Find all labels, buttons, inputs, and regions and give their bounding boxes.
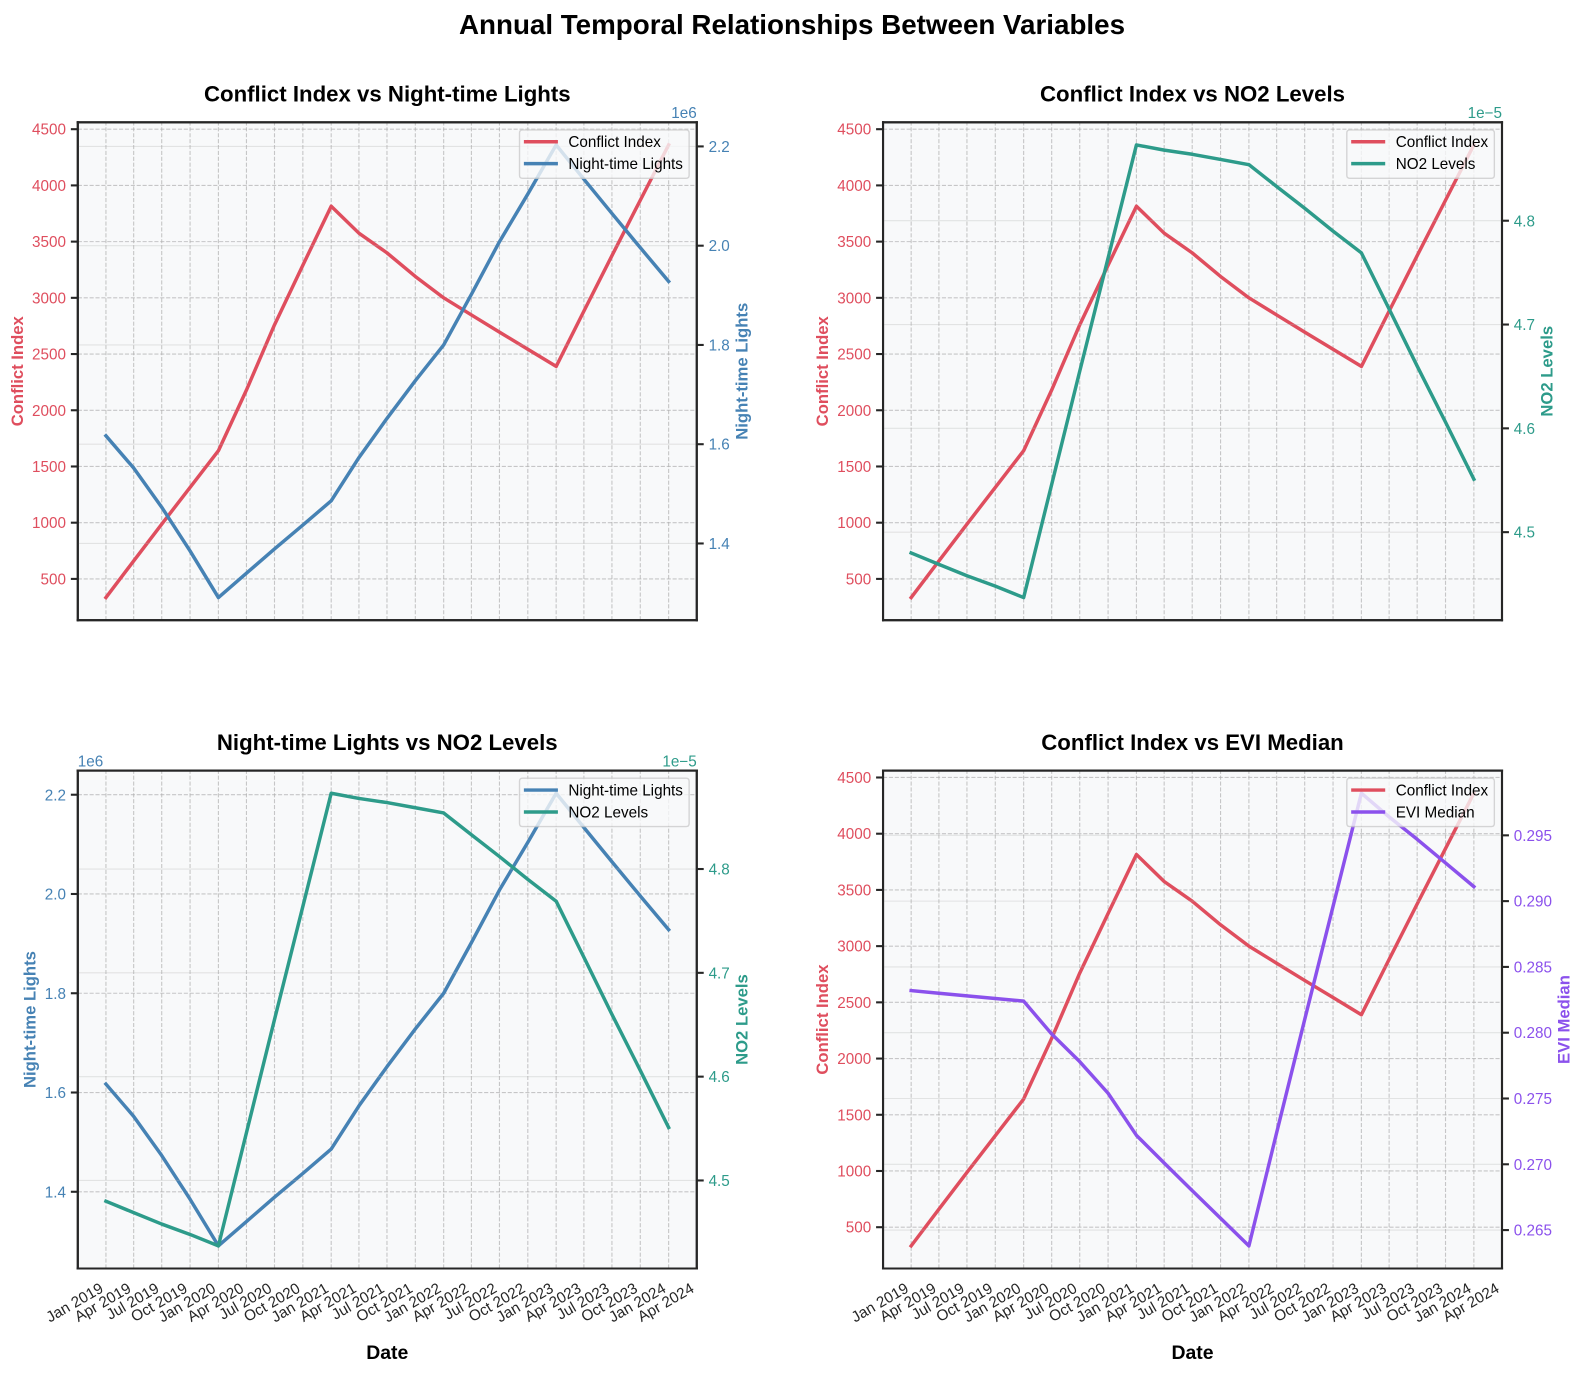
svg-text:NO2 Levels: NO2 Levels (1396, 156, 1476, 173)
svg-text:2500: 2500 (837, 995, 871, 1012)
svg-text:1.8: 1.8 (45, 986, 66, 1003)
svg-text:Conflict Index vs NO2 Levels: Conflict Index vs NO2 Levels (1040, 81, 1345, 106)
svg-text:1.6: 1.6 (45, 1085, 66, 1102)
svg-text:1500: 1500 (32, 459, 66, 476)
svg-text:NO2 Levels: NO2 Levels (1538, 326, 1557, 417)
svg-text:1e6: 1e6 (671, 105, 696, 122)
svg-text:3000: 3000 (32, 290, 66, 307)
svg-text:4.5: 4.5 (709, 1173, 730, 1190)
svg-text:0.290: 0.290 (1514, 894, 1552, 911)
svg-text:2000: 2000 (837, 1051, 871, 1068)
svg-text:1.8: 1.8 (709, 337, 730, 354)
svg-text:1e−5: 1e−5 (1468, 105, 1502, 122)
svg-text:0.295: 0.295 (1514, 828, 1552, 845)
svg-text:1000: 1000 (837, 1164, 871, 1181)
svg-text:4500: 4500 (837, 122, 871, 139)
svg-text:Conflict Index: Conflict Index (813, 964, 832, 1075)
svg-text:Conflict Index: Conflict Index (1396, 782, 1489, 799)
svg-text:4.6: 4.6 (709, 1069, 730, 1086)
svg-text:EVI Median: EVI Median (1396, 804, 1475, 821)
svg-text:0.270: 0.270 (1514, 1157, 1552, 1174)
svg-text:500: 500 (41, 571, 66, 588)
svg-text:4.5: 4.5 (1514, 525, 1535, 542)
svg-text:0.265: 0.265 (1514, 1223, 1552, 1240)
svg-text:Night-time Lights vs NO2 Level: Night-time Lights vs NO2 Levels (217, 730, 558, 755)
svg-text:500: 500 (846, 1220, 871, 1237)
svg-text:2500: 2500 (32, 347, 66, 364)
svg-text:EVI Median: EVI Median (1555, 975, 1574, 1064)
svg-text:3500: 3500 (32, 234, 66, 251)
svg-text:Date: Date (366, 1342, 408, 1364)
svg-text:0.275: 0.275 (1514, 1091, 1552, 1108)
svg-text:1.6: 1.6 (709, 437, 730, 454)
svg-text:2.0: 2.0 (709, 238, 730, 255)
svg-text:Conflict Index vs Night-time L: Conflict Index vs Night-time Lights (204, 81, 571, 106)
svg-text:4000: 4000 (837, 178, 871, 195)
svg-text:4.6: 4.6 (1514, 421, 1535, 438)
svg-text:1e6: 1e6 (78, 753, 103, 770)
svg-text:4000: 4000 (837, 826, 871, 843)
svg-text:1e−5: 1e−5 (662, 753, 696, 770)
svg-text:1500: 1500 (837, 459, 871, 476)
svg-text:4.8: 4.8 (1514, 213, 1535, 230)
svg-text:Night-time Lights: Night-time Lights (568, 156, 683, 173)
svg-text:2000: 2000 (837, 403, 871, 420)
svg-text:3500: 3500 (837, 882, 871, 899)
svg-text:Conflict Index: Conflict Index (813, 315, 832, 426)
svg-text:2500: 2500 (837, 347, 871, 364)
svg-text:0.280: 0.280 (1514, 1025, 1552, 1042)
svg-text:Conflict Index: Conflict Index (8, 315, 27, 426)
svg-text:4500: 4500 (32, 122, 66, 139)
svg-text:4500: 4500 (837, 770, 871, 787)
svg-text:500: 500 (846, 571, 871, 588)
svg-text:Annual Temporal Relationships: Annual Temporal Relationships Between Va… (459, 9, 1125, 40)
svg-text:2.2: 2.2 (45, 787, 66, 804)
svg-text:1500: 1500 (837, 1107, 871, 1124)
svg-text:3000: 3000 (837, 939, 871, 956)
svg-text:Night-time Lights: Night-time Lights (21, 951, 40, 1088)
svg-text:4000: 4000 (32, 178, 66, 195)
svg-text:NO2 Levels: NO2 Levels (732, 974, 751, 1065)
svg-text:1000: 1000 (837, 515, 871, 532)
svg-text:NO2 Levels: NO2 Levels (568, 804, 648, 821)
svg-text:4.7: 4.7 (709, 965, 730, 982)
svg-text:Date: Date (1171, 1342, 1213, 1364)
svg-text:Night-time Lights: Night-time Lights (732, 303, 751, 440)
svg-text:Conflict Index: Conflict Index (1396, 134, 1489, 151)
svg-text:2.2: 2.2 (709, 139, 730, 156)
svg-text:3500: 3500 (837, 234, 871, 251)
svg-text:Night-time Lights: Night-time Lights (568, 782, 683, 799)
svg-text:2.0: 2.0 (45, 887, 66, 904)
svg-text:2000: 2000 (32, 403, 66, 420)
svg-text:Conflict Index: Conflict Index (568, 134, 661, 151)
svg-text:1.4: 1.4 (45, 1184, 67, 1201)
svg-text:4.8: 4.8 (709, 862, 730, 879)
svg-text:4.7: 4.7 (1514, 317, 1535, 334)
svg-text:0.285: 0.285 (1514, 959, 1552, 976)
svg-text:1.4: 1.4 (709, 536, 731, 553)
svg-text:1000: 1000 (32, 515, 66, 532)
svg-text:Conflict Index vs EVI Median: Conflict Index vs EVI Median (1041, 730, 1343, 755)
svg-text:3000: 3000 (837, 290, 871, 307)
